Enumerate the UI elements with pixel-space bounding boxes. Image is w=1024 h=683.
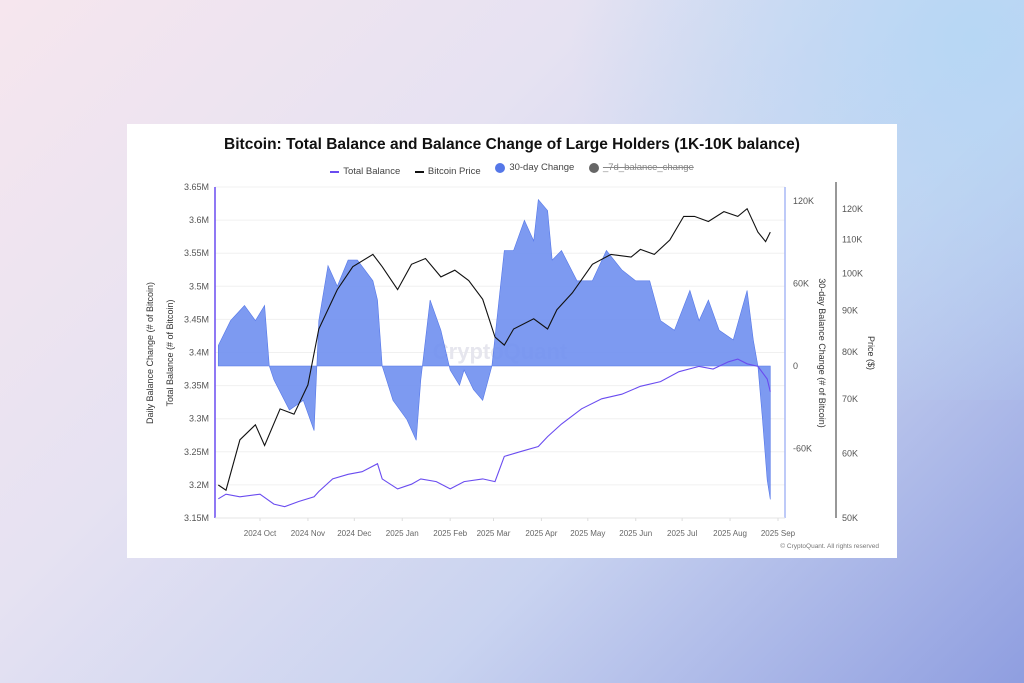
chart-svg: 3.15M 3.2M 3.25M 3.3M 3.35M 3.4M 3.45M 3.5M 3.55…	[145, 182, 876, 538]
left-tick-label: 3.5M	[189, 281, 209, 291]
x-tick-label: 2025 Feb	[433, 529, 467, 538]
x-tick-label: 2025 Sep	[761, 529, 796, 538]
right2-tick-label: 70K	[842, 394, 858, 404]
left-tick-label: 3.65M	[184, 182, 209, 192]
legend-line-icon	[330, 170, 340, 173]
right1-tick-label: 120K	[793, 196, 814, 206]
right2-tick-label: 90K	[842, 306, 858, 316]
legend-label: 30-day Change	[509, 162, 575, 173]
legend-line-icon	[414, 170, 424, 173]
left-tick-label: 3.45M	[184, 314, 209, 324]
line-bitcoin-price	[217, 207, 771, 492]
x-tick-label: 2025 Jan	[386, 529, 419, 538]
right1-tick-label: 60K	[793, 279, 809, 289]
x-tick-label: 2025 Jul	[667, 529, 697, 538]
left-tick-label: 3.25M	[184, 447, 209, 457]
x-tick-label: 2025 Jun	[619, 529, 652, 538]
right2-axis-title: Price ($)	[866, 336, 876, 370]
legend-dot-icon	[495, 162, 506, 173]
right2-tick-label: 110K	[842, 235, 862, 245]
area-30-day-change	[217, 198, 771, 500]
x-tick-label: 2025 Aug	[713, 529, 747, 538]
legend-total-balance[interactable]: Total Balance	[330, 166, 400, 177]
chart-title: Bitcoin: Total Balance and Balance Chang…	[224, 136, 800, 153]
left-tick-label: 3.3M	[189, 414, 209, 424]
legend-30-day-change[interactable]: 30-day Change	[495, 162, 574, 173]
legend-label: Total Balance	[343, 166, 401, 177]
left-axis-title-daily: Daily Balance Change (# of Bitcoin)	[145, 282, 155, 424]
legend-7d-balance-change[interactable]: _7d_balance_change	[588, 162, 694, 173]
left-tick-label: 3.35M	[184, 381, 209, 391]
x-tick-label: 2025 May	[570, 529, 605, 538]
right2-tick-label: 50K	[842, 513, 858, 523]
left-tick-label: 3.15M	[184, 513, 209, 523]
left-tick-label: 3.2M	[189, 480, 209, 490]
legend-label: _7d_balance_change	[602, 162, 694, 173]
line-total-balance	[218, 358, 771, 508]
x-tick-label: 2025 Apr	[525, 529, 557, 538]
legend-label: Bitcoin Price	[427, 166, 481, 177]
left-tick-label: 3.4M	[189, 348, 209, 358]
legend: Total Balance Bitcoin Price 30-day Chang…	[127, 162, 897, 177]
right1-tick-label: -60K	[793, 444, 812, 454]
left-axis-title-total: Total Balance (# of Bitcoin)	[165, 299, 175, 406]
left-tick-label: 3.6M	[189, 215, 209, 225]
right2-tick-label: 80K	[842, 347, 858, 357]
right1-axis-title: 30-day Balance Change (# of Bitcoin)	[817, 278, 827, 428]
x-tick-label: 2024 Dec	[337, 529, 371, 538]
right2-tick-label: 100K	[842, 268, 863, 278]
chart-card: Bitcoin: Total Balance and Balance Chang…	[127, 124, 897, 558]
x-tick-label: 2024 Oct	[244, 529, 277, 538]
x-tick-label: 2024 Nov	[291, 529, 325, 538]
right2-tick-label: 60K	[842, 449, 858, 459]
x-tick-label: 2025 Mar	[477, 529, 511, 538]
right2-tick-label: 120K	[842, 204, 863, 214]
copyright: © CryptoQuant. All rights reserved	[780, 543, 879, 550]
right1-tick-label: 0	[793, 361, 798, 371]
left-tick-label: 3.55M	[184, 248, 209, 258]
legend-bitcoin-price[interactable]: Bitcoin Price	[414, 166, 481, 177]
legend-dot-icon	[588, 162, 599, 173]
